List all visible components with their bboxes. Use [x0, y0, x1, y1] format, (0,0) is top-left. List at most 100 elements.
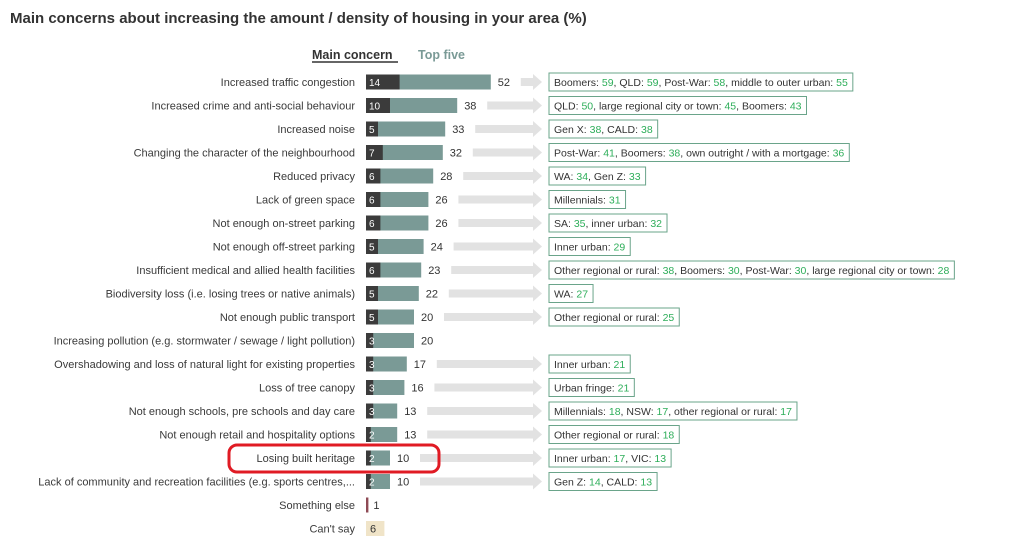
callout-label: , Gen Z: [588, 171, 629, 183]
callout-label: , Boomers: [615, 148, 669, 160]
callout-value: 18 [609, 406, 621, 418]
callout-label: , QLD: [614, 77, 647, 89]
callout-value: 13 [640, 477, 652, 489]
main-concern-bar [366, 309, 378, 325]
top-five-bar [366, 356, 407, 372]
legend-main-concern: Main concern [312, 48, 393, 62]
callout-arrow-shaft [472, 148, 534, 157]
callout-arrow-head [533, 144, 542, 161]
callout-text: Gen Z: 14, CALD: 13 [554, 477, 652, 489]
top-five-value: 33 [452, 124, 464, 136]
main-concern-value: 2 [369, 478, 375, 489]
callout-label: Inner urban: [554, 242, 614, 254]
callout-text: Other regional or rural: 18 [554, 430, 674, 442]
category-label: Not enough public transport [220, 312, 355, 324]
main-concern-value: 3 [369, 407, 375, 418]
top-five-bar [366, 215, 429, 231]
callout-label: , CALD: [601, 477, 641, 489]
callout-arrow-head [533, 238, 542, 255]
top-five-value: 38 [464, 101, 476, 113]
callout-box [548, 307, 680, 327]
callout-box [548, 425, 680, 444]
callout-label: WA: [554, 171, 576, 183]
callout-label: SA: [554, 218, 574, 230]
callout-text: Gen X: 38, CALD: 38 [554, 124, 653, 136]
main-concern-value: 2 [369, 431, 375, 442]
top-five-value: 26 [435, 195, 447, 207]
callout-value: 35 [574, 218, 586, 230]
category-label: Changing the character of the neighbourh… [134, 148, 355, 160]
callout-arrow-shaft [444, 313, 534, 321]
top-five-value: 32 [450, 148, 462, 160]
callout-box [548, 213, 668, 233]
callout-arrow-head [533, 74, 542, 90]
callout-arrow-head [533, 356, 542, 372]
callout-arrow-head [533, 97, 542, 114]
callout-arrow-shaft [420, 477, 534, 486]
top-five-value: 23 [428, 265, 440, 277]
category-label: Reduced privacy [273, 171, 355, 183]
callout-value: 59 [602, 77, 614, 89]
callout-value: 58 [714, 77, 726, 89]
top-five-bar [366, 192, 429, 207]
callout-label: Other regional or rural: [554, 312, 663, 324]
callout-label: Urban fringe: [554, 383, 618, 395]
legend-top-five: Top five [418, 48, 465, 62]
callout-box [548, 448, 672, 468]
main-concern-value: 2 [369, 454, 375, 465]
callout-text: SA: 35, inner urban: 32 [554, 218, 662, 230]
main-concern-bar [366, 192, 381, 207]
callout-label: QLD: [554, 101, 581, 113]
callout-arrow-shaft [475, 125, 534, 133]
callout-arrow-shaft [427, 430, 534, 439]
callout-label: Boomers: [554, 77, 602, 89]
top-five-value: 17 [414, 359, 426, 371]
category-label: Insufficient medical and allied health f… [136, 265, 355, 277]
callout-arrow-head [533, 215, 542, 231]
category-label: Losing built heritage [257, 453, 355, 465]
callout-value: 17 [780, 406, 792, 418]
main-concern-value: 6 [369, 196, 375, 207]
category-label: Increased traffic congestion [221, 77, 355, 89]
category-label: Something else [279, 500, 355, 512]
chart-title: Main concerns about increasing the amoun… [10, 10, 587, 27]
callout-label: Other regional or rural: [554, 430, 663, 442]
callout-value: 59 [647, 77, 659, 89]
top-five-value: 28 [440, 171, 452, 183]
top-five-value: 10 [397, 453, 409, 465]
main-concern-bar [366, 380, 374, 395]
callout-arrow-head [533, 309, 542, 325]
main-concern-bar [366, 262, 381, 278]
callout-value: 34 [576, 171, 588, 183]
callout-arrow-shaft [458, 195, 534, 204]
callout-label: , Post-War: [659, 77, 714, 89]
callout-value: 38 [663, 265, 675, 277]
main-concern-bar [366, 521, 385, 536]
callout-text: WA: 27 [554, 289, 588, 301]
main-concern-value: 5 [369, 313, 375, 324]
top-five-bar [366, 474, 390, 489]
category-label: Not enough schools, pre schools and day … [129, 406, 355, 418]
callout-box [548, 378, 635, 397]
callout-arrow-shaft [453, 242, 534, 251]
callout-value: 13 [654, 453, 666, 465]
main-concern-bar [366, 333, 374, 348]
top-five-bar [366, 145, 443, 160]
category-label: Not enough on-street parking [213, 218, 355, 230]
main-concern-value: 10 [369, 102, 381, 113]
main-concern-bar [366, 74, 400, 90]
callout-value: 38 [590, 124, 602, 136]
callout-box [548, 119, 659, 139]
callout-box [548, 72, 854, 92]
top-five-bar [366, 121, 446, 137]
callout-text: Millennials: 18, NSW: 17, other regional… [554, 406, 792, 418]
callout-text: Inner urban: 17, VIC: 13 [554, 453, 666, 465]
callout-arrow-shaft [434, 383, 534, 392]
top-five-bar [366, 168, 434, 184]
main-concern-bar [366, 121, 378, 137]
callout-text: Millennials: 31 [554, 195, 621, 207]
legend: Main concern Top five [312, 48, 465, 63]
top-five-value: 26 [435, 218, 447, 230]
callout-label: , Boomers: [736, 101, 790, 113]
